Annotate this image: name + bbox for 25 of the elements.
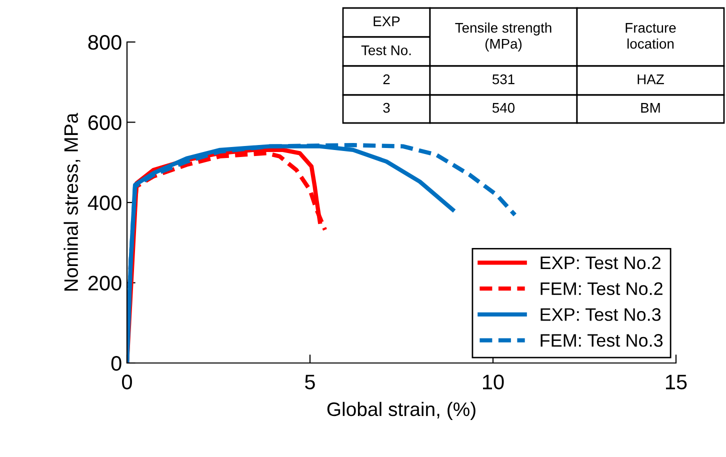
x-tick-label: 15: [666, 374, 687, 390]
x-tick-label: 5: [305, 374, 315, 390]
legend-label: EXP: Test No.3: [540, 308, 661, 321]
y-tick-label: 0: [111, 356, 122, 371]
annotation: 3: [383, 102, 390, 113]
annotation: HAZ: [638, 74, 664, 84]
y-tick-label: 200: [88, 276, 122, 291]
y-tick-label: 600: [88, 115, 122, 130]
y-axis-title: Nominal stress, MPa: [64, 112, 80, 291]
legend-label: FEM: Test No.3: [540, 334, 663, 347]
annotation: 540: [492, 102, 515, 113]
annotation: Fracture location: [626, 23, 676, 49]
y-tick-label: 800: [88, 35, 122, 50]
x-tick-label: 10: [483, 374, 504, 390]
x-tick-label: 0: [122, 374, 132, 390]
y-tick-label: 400: [88, 196, 122, 210]
x-axis-title: Global strain, (%): [327, 402, 476, 420]
annotation: Tensile strength (MPa): [455, 22, 552, 52]
annotation: Test No.: [361, 46, 411, 56]
legend-label: FEM: Test No.2: [540, 282, 662, 296]
legend-label: EXP: Test No.2: [540, 256, 660, 270]
annotation: 2: [383, 74, 390, 84]
text: EXP: [374, 16, 400, 26]
annotation: BM: [641, 103, 660, 113]
annotation: 531: [492, 74, 514, 84]
